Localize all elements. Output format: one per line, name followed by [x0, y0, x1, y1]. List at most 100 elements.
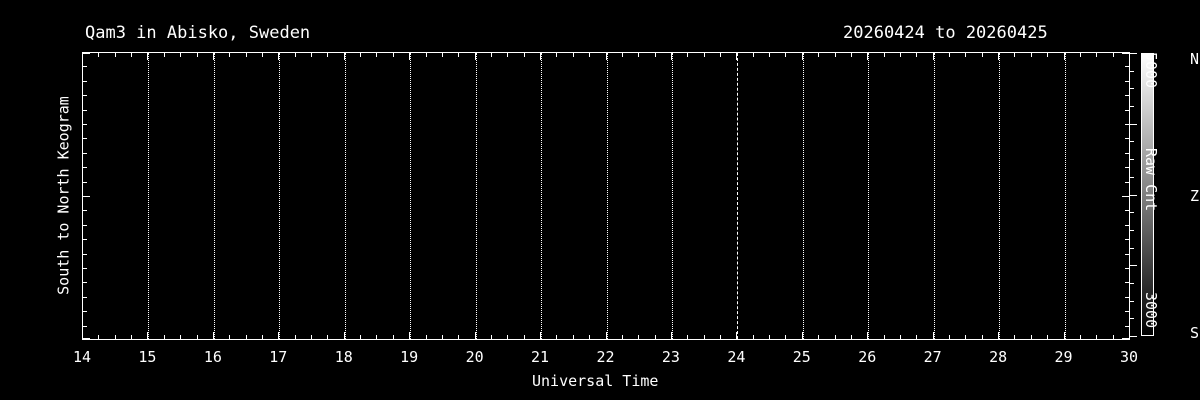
colorbar-tick [1130, 265, 1137, 266]
colorbar-tick [1130, 336, 1137, 337]
x-tick-label-25: 25 [792, 348, 811, 366]
x-major-tick-17 [278, 53, 280, 60]
x-minor-tick [1112, 335, 1114, 339]
x-minor-tick [376, 335, 378, 339]
x-major-tick-21 [540, 332, 542, 339]
x-minor-tick [899, 53, 901, 57]
y-minor-tick [83, 110, 87, 111]
x-minor-tick [785, 53, 787, 57]
x-minor-tick [965, 53, 967, 57]
colorbar-tick [1130, 88, 1134, 89]
x-major-tick-27 [932, 332, 934, 339]
y-minor-tick [1125, 182, 1129, 183]
x-minor-tick [965, 335, 967, 339]
y-minor-tick [83, 124, 87, 125]
y-minor-tick [83, 66, 87, 67]
y-major-tick-N [83, 53, 90, 54]
x-minor-tick [1112, 53, 1114, 57]
colorbar-tick [1130, 124, 1137, 125]
x-major-tick-23 [670, 332, 672, 339]
x-minor-tick [261, 335, 263, 339]
x-minor-tick [327, 53, 329, 57]
x-minor-tick [114, 53, 116, 57]
x-tick-label-29: 29 [1054, 348, 1073, 366]
x-minor-tick [638, 53, 640, 57]
x-tick-label-21: 21 [531, 348, 550, 366]
x-minor-tick [572, 335, 574, 339]
gridline-hour-28 [999, 53, 1001, 339]
x-minor-tick [769, 53, 771, 57]
x-minor-tick [441, 335, 443, 339]
x-minor-tick [245, 53, 247, 57]
y-minor-tick [1125, 268, 1129, 269]
x-minor-tick [654, 53, 656, 57]
x-minor-tick [441, 53, 443, 57]
y-minor-tick [83, 95, 87, 96]
y-minor-tick [83, 81, 87, 82]
x-minor-tick [572, 53, 574, 57]
x-minor-tick [294, 335, 296, 339]
x-minor-tick [180, 335, 182, 339]
y-minor-tick [1125, 210, 1129, 211]
colorbar-tick [1130, 71, 1134, 72]
x-major-tick-17 [278, 332, 280, 339]
x-major-tick-18 [343, 332, 345, 339]
x-minor-tick [556, 53, 558, 57]
x-minor-tick [360, 335, 362, 339]
y-minor-tick [1125, 239, 1129, 240]
x-minor-tick [1014, 335, 1016, 339]
x-major-tick-20 [474, 332, 476, 339]
x-tick-label-22: 22 [596, 348, 615, 366]
gridline-hour-20 [475, 53, 477, 339]
x-major-tick-14 [82, 332, 83, 339]
x-minor-tick [229, 53, 231, 57]
x-minor-tick [523, 53, 525, 57]
x-tick-label-20: 20 [465, 348, 484, 366]
x-tick-label-30: 30 [1119, 348, 1139, 366]
x-tick-label-18: 18 [334, 348, 353, 366]
x-minor-tick [1047, 53, 1049, 57]
x-minor-tick [196, 53, 198, 57]
y-major-tick-N [1122, 53, 1129, 54]
x-minor-tick [1096, 53, 1098, 57]
x-minor-tick [589, 335, 591, 339]
x-minor-tick [916, 335, 918, 339]
x-minor-tick [785, 335, 787, 339]
y-minor-tick [1125, 110, 1129, 111]
colorbar-title: Raw Cnt [1142, 148, 1160, 212]
x-minor-tick [98, 53, 100, 57]
y-minor-tick [1125, 254, 1129, 255]
y-minor-tick [83, 268, 87, 269]
x-minor-tick [294, 53, 296, 57]
x-minor-tick [916, 53, 918, 57]
x-major-tick-29 [1063, 53, 1065, 60]
x-minor-tick [490, 335, 492, 339]
x-minor-tick [1079, 335, 1081, 339]
x-tick-label-17: 17 [269, 348, 288, 366]
y-minor-tick [1125, 311, 1129, 312]
y-minor-tick [1125, 81, 1129, 82]
y-minor-tick [83, 254, 87, 255]
y-minor-tick [83, 311, 87, 312]
y-minor-tick [83, 167, 87, 168]
x-major-tick-26 [867, 53, 869, 60]
x-tick-label-14: 14 [72, 348, 92, 366]
x-minor-tick [703, 335, 705, 339]
x-minor-tick [589, 53, 591, 57]
x-minor-tick [163, 335, 165, 339]
y-minor-tick [83, 225, 87, 226]
x-minor-tick [507, 53, 509, 57]
x-tick-label-28: 28 [989, 348, 1008, 366]
y-minor-tick [1125, 124, 1129, 125]
x-minor-tick [850, 53, 852, 57]
x-minor-tick [311, 53, 313, 57]
x-minor-tick [1014, 53, 1016, 57]
x-minor-tick [311, 335, 313, 339]
x-minor-tick [114, 335, 116, 339]
x-major-tick-24 [736, 53, 738, 60]
x-major-tick-25 [801, 332, 803, 339]
y-tick-label-s: S [1189, 324, 1199, 342]
x-minor-tick [621, 335, 623, 339]
y-minor-tick [1125, 153, 1129, 154]
y-major-tick-Z [1122, 196, 1129, 197]
